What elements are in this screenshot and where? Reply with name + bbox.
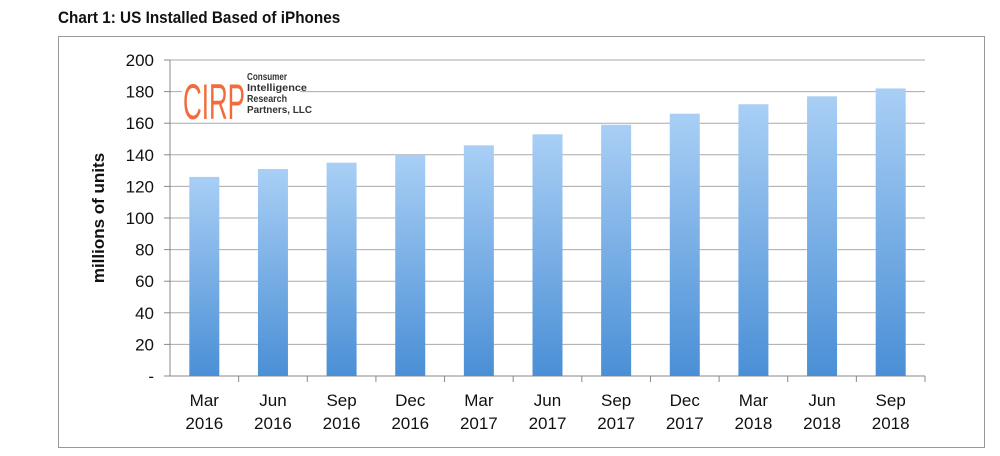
x-tick-label: Mar	[464, 391, 494, 410]
chart-frame	[58, 36, 985, 448]
x-tick-label: Dec	[395, 391, 426, 410]
x-tick-label-year: 2016	[323, 414, 361, 433]
logo-text: Partners, LLC	[247, 105, 312, 116]
bar	[669, 113, 700, 376]
x-tick-label-year: 2018	[734, 414, 772, 433]
x-tick-label: Sep	[326, 391, 356, 410]
x-tick-label-year: 2018	[872, 414, 910, 433]
x-tick-label-year: 2017	[597, 414, 635, 433]
bar	[463, 145, 494, 376]
bar	[532, 134, 563, 376]
x-tick-label: Jun	[808, 391, 835, 410]
bar	[738, 104, 769, 377]
bar	[257, 169, 288, 376]
x-tick-label-year: 2016	[185, 414, 223, 433]
y-tick-label: 80	[135, 241, 154, 260]
bar	[395, 154, 426, 376]
y-tick-label: 200	[126, 51, 154, 70]
x-tick-label-year: 2017	[666, 414, 704, 433]
x-tick-label: Sep	[876, 391, 906, 410]
x-tick-label: Jun	[259, 391, 286, 410]
x-tick-label-year: 2017	[460, 414, 498, 433]
logo-text: Intelligence	[247, 83, 307, 94]
y-tick-label: 40	[135, 304, 154, 323]
bar	[807, 96, 838, 376]
x-tick-label-year: 2018	[803, 414, 841, 433]
logo-background	[182, 70, 300, 120]
y-tick-label: 100	[126, 209, 154, 228]
x-tick-label: Mar	[739, 391, 769, 410]
bar	[326, 162, 357, 376]
bar	[875, 88, 906, 376]
logo-text: Research	[247, 94, 287, 105]
x-tick-label: Dec	[670, 391, 701, 410]
bar	[189, 176, 220, 376]
y-tick-label: 60	[135, 272, 154, 291]
x-tick-label-year: 2016	[391, 414, 429, 433]
x-tick-label: Sep	[601, 391, 631, 410]
bar	[601, 124, 632, 376]
x-tick-label-year: 2017	[529, 414, 567, 433]
y-tick-label: 180	[126, 83, 154, 102]
y-tick-label: 140	[126, 146, 154, 165]
chart-title: Chart 1: US Installed Based of iPhones	[58, 8, 341, 27]
x-tick-label: Mar	[190, 391, 220, 410]
y-axis-label: millions of units	[89, 153, 108, 283]
cirp-logo: CIRP	[183, 74, 245, 130]
y-tick-label: -	[148, 367, 154, 386]
logo-text: Consumer	[247, 72, 287, 83]
y-tick-label: 160	[126, 114, 154, 133]
x-tick-label: Jun	[534, 391, 561, 410]
y-tick-label: 20	[135, 335, 154, 354]
x-tick-label-year: 2016	[254, 414, 292, 433]
y-tick-label: 120	[126, 177, 154, 196]
